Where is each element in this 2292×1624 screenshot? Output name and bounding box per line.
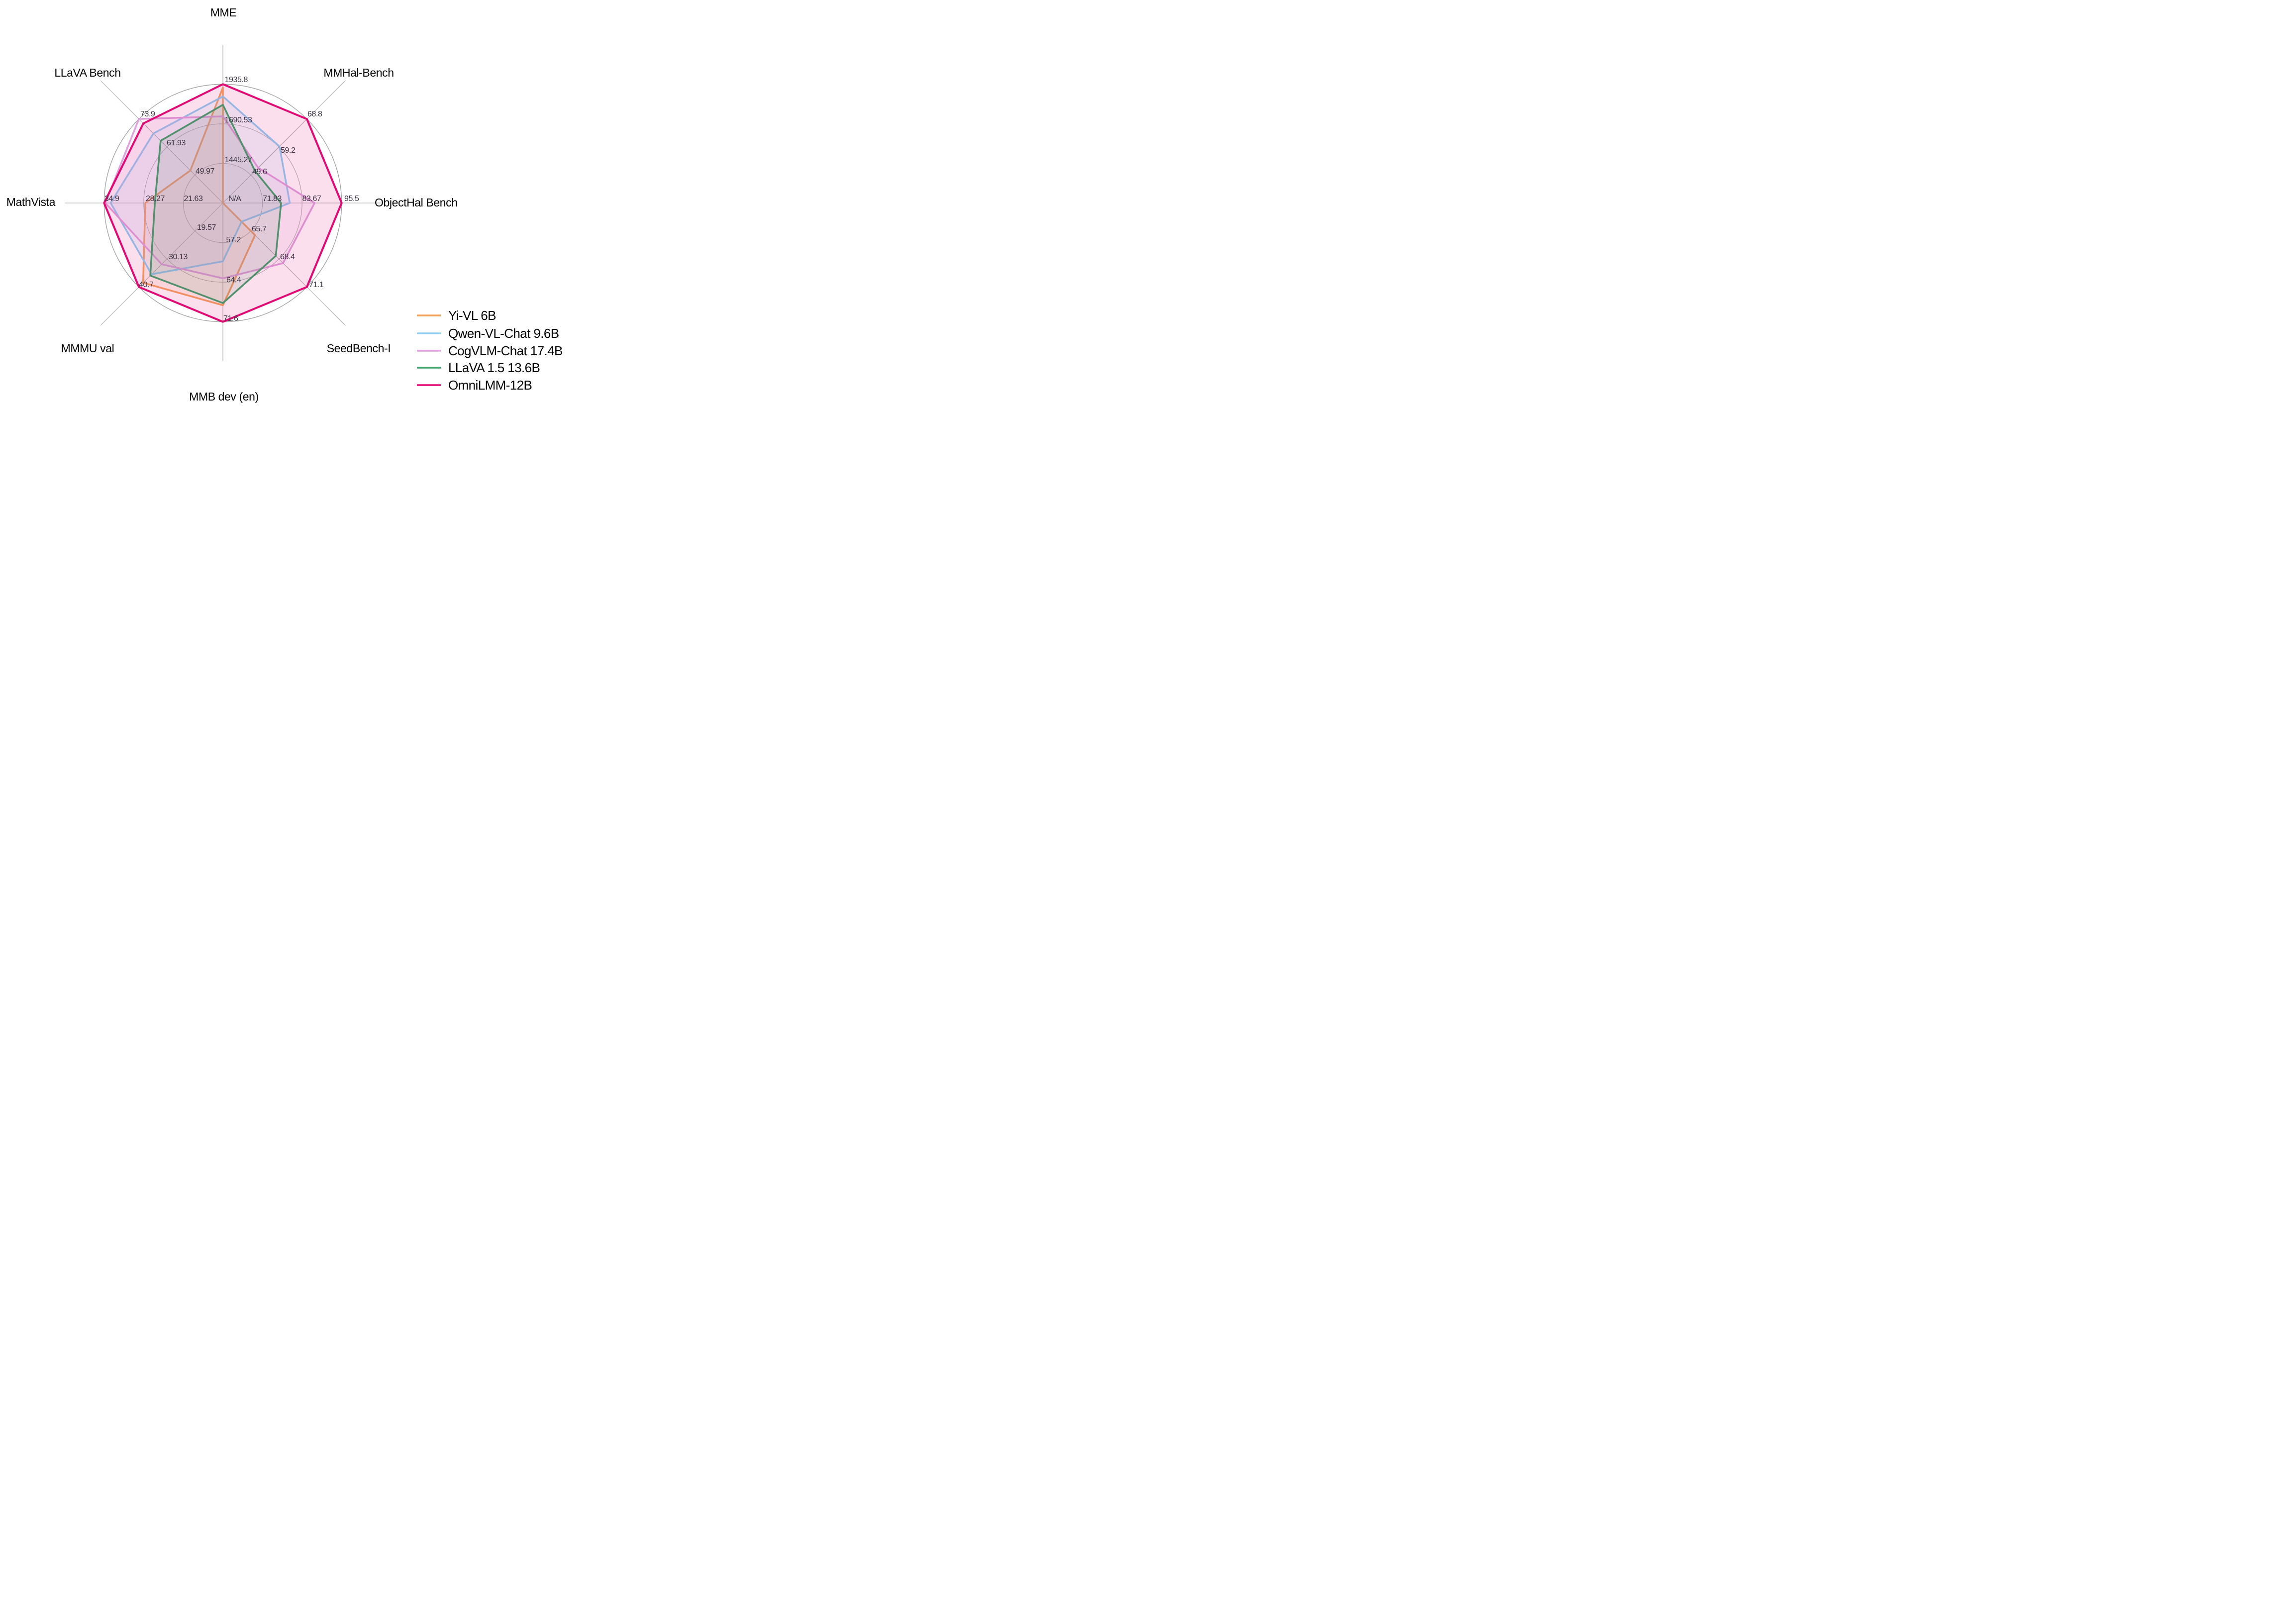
legend-label-omnilmm-12b: OmniLMM-12B (448, 378, 532, 393)
series-polygon-qwen-vl-chat-9-6b (109, 96, 291, 276)
legend: Yi-VL 6B Qwen-VL-Chat 9.6B CogVLM-Chat 17.… (417, 308, 563, 393)
radar-chart-figure: 1445.27 1690.53 1935.8 49.6 59.2 68.8 71.83 83.… (0, 0, 573, 406)
axis-titles: MME MMHal-Bench ObjectHal Bench SeedBench-I… (6, 6, 458, 403)
tick-label-mmhal-bench-2: 68.8 (307, 110, 322, 118)
tick-label-mathvista-2: 34.9 (104, 195, 119, 203)
tick-label-seedbench-i-0: 65.7 (252, 225, 267, 233)
tick-label-llava-bench-2: 73.9 (140, 110, 155, 118)
tick-label-llava-bench-0: 49.97 (196, 167, 215, 176)
tick-label-mme-0: 1445.27 (225, 156, 253, 164)
tick-label-mathvista-0: 21.63 (184, 195, 203, 203)
legend-label-yi-vl-6b: Yi-VL 6B (448, 308, 496, 323)
axis-title-seedbench-i: SeedBench-I (327, 342, 391, 355)
tick-label-mmhal-bench-0: 49.6 (252, 168, 267, 176)
series-polygon-omnilmm-12b (103, 83, 343, 323)
axis-title-mmb-dev-en: MMB dev (en) (189, 390, 259, 403)
tick-label-mmmu-val-1: 30.13 (169, 253, 188, 261)
axis-title-mme: MME (210, 6, 237, 19)
series-polygon-cogvlm-chat-17-4b (104, 115, 316, 280)
legend-item-omnilmm-12b: OmniLMM-12B (417, 378, 532, 393)
legend-item-llava-1-5-13-6b: LLaVA 1.5 13.6B (417, 360, 540, 375)
tick-label-mmb-dev-en-1: 64.4 (226, 276, 241, 285)
tick-label-objecthal-bench-1: 83.67 (302, 195, 322, 203)
series-polygons (103, 83, 343, 323)
tick-label-mme-2: 1935.8 (225, 76, 248, 84)
axis-spoke-mmhal-bench (222, 81, 345, 203)
tick-label-mmb-dev-en-2: 71.6 (223, 314, 238, 323)
tick-label-seedbench-i-2: 71.1 (309, 281, 324, 289)
legend-item-qwen-vl-chat-9-6b: Qwen-VL-Chat 9.6B (417, 326, 559, 341)
tick-label-mme-1: 1690.53 (225, 116, 253, 124)
tick-label-mmb-dev-en-0: 57.2 (226, 236, 241, 244)
tick-label-mmmu-val-0: 19.57 (197, 223, 216, 232)
radar-chart: 1445.27 1690.53 1935.8 49.6 59.2 68.8 71.83 83.… (6, 6, 563, 403)
axis-title-mmhal-bench: MMHal-Bench (323, 66, 394, 79)
tick-labels: 1445.27 1690.53 1935.8 49.6 59.2 68.8 71.83 83.… (104, 76, 359, 323)
legend-label-qwen-vl-chat-9-6b: Qwen-VL-Chat 9.6B (448, 326, 559, 341)
axis-title-objecthal-bench: ObjectHal Bench (375, 196, 458, 209)
legend-label-llava-1-5-13-6b: LLaVA 1.5 13.6B (448, 360, 540, 375)
axis-title-mmmu-val: MMMU val (61, 342, 114, 355)
legend-item-cogvlm-chat-17-4b: CogVLM-Chat 17.4B (417, 343, 563, 358)
tick-label-mathvista-1: 28.27 (146, 195, 165, 203)
tick-label-objecthal-bench-2: 95.5 (344, 195, 359, 203)
series-polygon-llava-1-5-13-6b (149, 103, 282, 304)
tick-label-seedbench-i-1: 68.4 (280, 253, 295, 261)
axis-spoke-llava-bench (100, 81, 223, 203)
legend-label-cogvlm-chat-17-4b: CogVLM-Chat 17.4B (448, 343, 563, 358)
axis-title-mathvista: MathVista (6, 196, 56, 208)
axis-title-llava-bench: LLaVA Bench (54, 66, 120, 79)
tick-label-mmmu-val-2: 40.7 (139, 281, 154, 289)
tick-label-llava-bench-1: 61.93 (167, 139, 186, 147)
center-na-label: N/A (228, 195, 241, 203)
legend-item-yi-vl-6b: Yi-VL 6B (417, 308, 496, 323)
tick-label-mmhal-bench-1: 59.2 (281, 146, 296, 155)
tick-label-objecthal-bench-0: 71.83 (263, 195, 282, 203)
